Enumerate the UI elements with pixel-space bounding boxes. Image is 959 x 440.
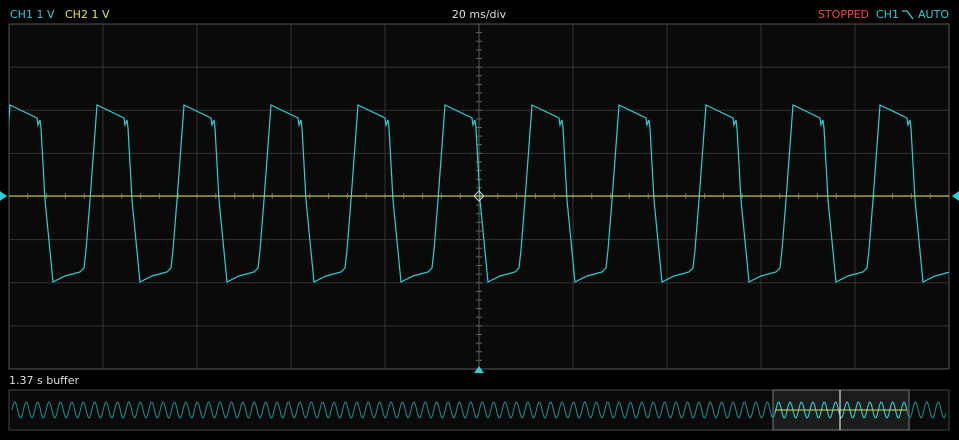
ch1-trace <box>9 104 949 283</box>
trigger-mode[interactable]: AUTO <box>918 8 949 21</box>
center-marker <box>473 190 485 202</box>
ch1-offset-marker <box>0 191 7 201</box>
ch1-scale[interactable]: CH1 1 V <box>10 8 55 21</box>
trigger-level-marker <box>952 191 959 201</box>
run-status[interactable]: STOPPED <box>818 8 869 21</box>
trigger-source[interactable]: CH1 <box>876 8 899 21</box>
waveform <box>9 104 949 283</box>
buffer-waveform <box>11 401 947 419</box>
timebase[interactable]: 20 ms/div <box>452 8 507 21</box>
buffer-label: 1.37 s buffer <box>9 374 80 387</box>
trigger-edge-icon <box>902 10 914 20</box>
ch2-scale[interactable]: CH2 1 V <box>65 8 110 21</box>
buffer-trace-window <box>774 401 908 419</box>
trigger-position-marker <box>474 366 484 373</box>
